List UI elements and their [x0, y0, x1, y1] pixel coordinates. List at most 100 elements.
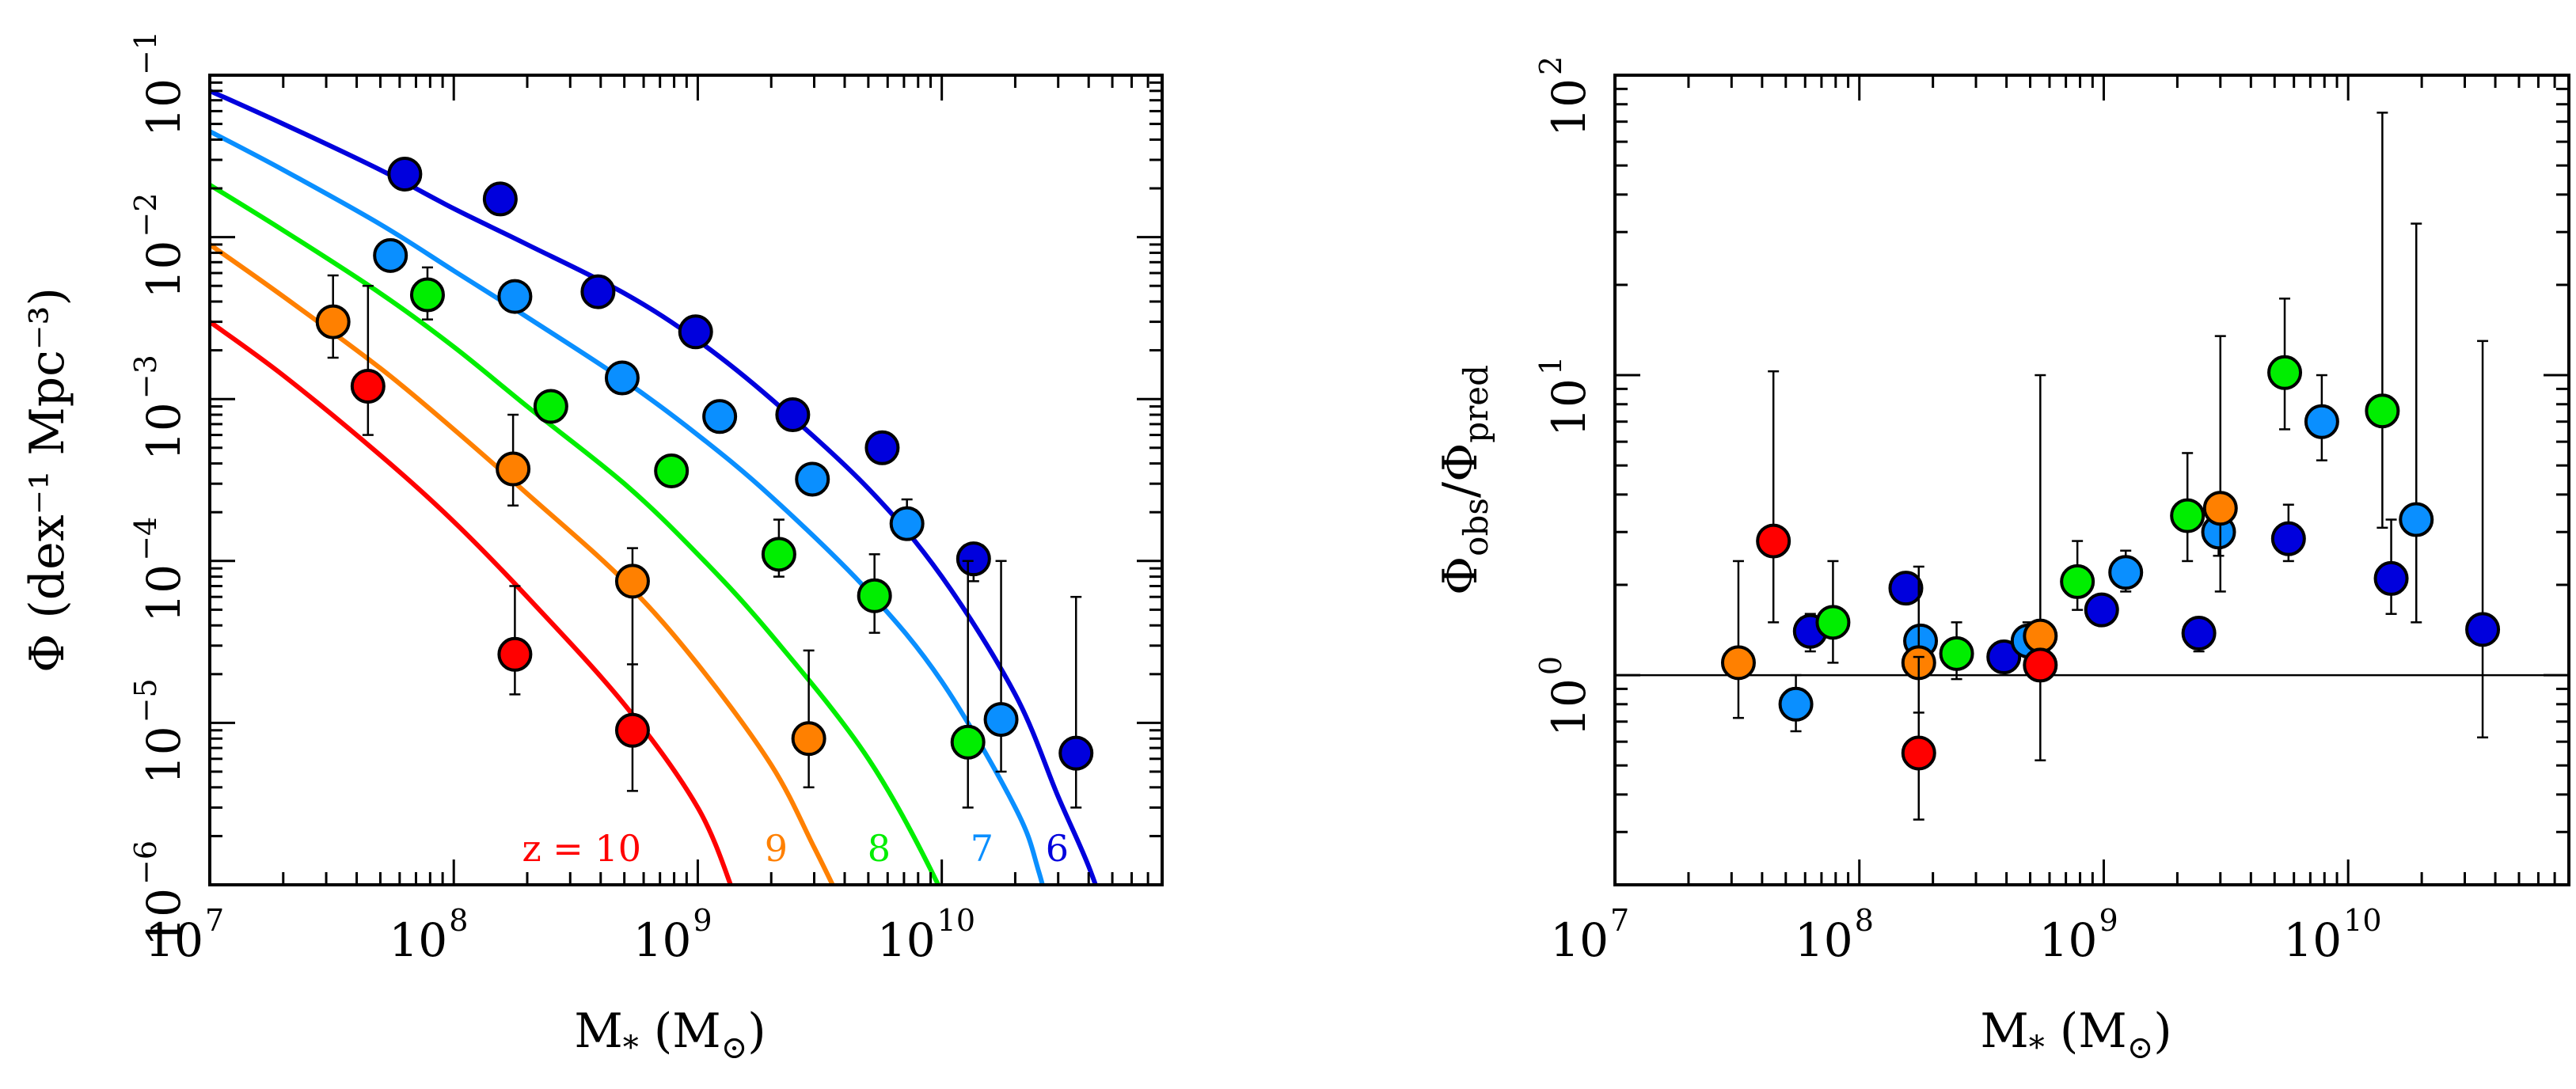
- right-point-z8: [2267, 355, 2303, 390]
- right-x-tick-exponent: 10: [2343, 903, 2381, 938]
- model-curve-z10: [210, 320, 734, 885]
- curve-label-z6: 6: [1046, 827, 1069, 870]
- left-point-z9: [791, 721, 826, 757]
- left-point-z7: [983, 702, 1019, 738]
- right-point-z8: [1939, 636, 1974, 671]
- right-x-axis-label: M* (M⊙): [1980, 1004, 2171, 1066]
- right-point-z6: [2084, 592, 2119, 628]
- right-point-z9: [2023, 618, 2058, 654]
- left-y-tick-label-group: 10−5: [128, 678, 191, 784]
- right-point-z8: [1815, 605, 1851, 640]
- right-y-axis-label: Φobs/Φpred: [1433, 365, 1495, 595]
- model-curve-z7: [210, 129, 1045, 885]
- left-point-z6: [678, 314, 713, 350]
- left-point-z8: [761, 537, 796, 572]
- left-point-z6: [387, 156, 423, 192]
- left-point-z8: [409, 277, 445, 313]
- right-y-tick-label-group: 101: [1533, 356, 1596, 437]
- left-y-tick-exponent: −1: [128, 31, 163, 75]
- left-point-z6: [864, 430, 900, 465]
- right-point-z8: [2170, 498, 2206, 533]
- left-x-tick-exponent: 8: [449, 903, 468, 938]
- right-point-z6: [2270, 521, 2306, 556]
- right-point-z10: [1901, 735, 1936, 771]
- right-y-tick-exponent: 2: [1533, 56, 1568, 75]
- left-point-z9: [496, 451, 531, 487]
- left-y-tick-label-group: 10−4: [128, 517, 191, 623]
- left-x-tick-label: 10: [633, 913, 692, 967]
- left-y-tick-label-group: 10−3: [128, 355, 191, 461]
- right-point-z7: [1778, 686, 1814, 722]
- right-point-z10: [1756, 523, 1791, 559]
- left-y-axis-label: Φ (dex⁻¹ Mpc⁻³): [20, 287, 75, 673]
- left-y-tick-label: 10: [137, 78, 191, 137]
- right-y-tick-label: 10: [1542, 378, 1596, 437]
- left-point-z6: [1058, 735, 1094, 771]
- model-curve-z8: [210, 183, 941, 885]
- right-point-z10: [2023, 647, 2058, 683]
- left-y-tick-label: 10: [137, 564, 191, 623]
- left-point-z8: [654, 453, 690, 488]
- right-y-tick-label-group: 102: [1533, 56, 1596, 137]
- right-point-z6: [1986, 639, 2022, 675]
- right-y-tick-label: 10: [1542, 678, 1596, 737]
- left-y-tick-label-group: 10−6: [128, 840, 191, 947]
- right-y-tick-label: 10: [1542, 78, 1596, 137]
- right-plot-frame: [1613, 74, 2570, 886]
- right-point-z6: [2465, 612, 2501, 647]
- left-point-z7: [889, 506, 925, 541]
- right-point-z6: [1888, 571, 1924, 606]
- right-point-z6: [2373, 560, 2409, 596]
- left-point-z8: [857, 578, 892, 613]
- left-y-tick-label: 10: [137, 888, 191, 947]
- left-y-tick-exponent: −2: [128, 193, 163, 237]
- right-point-z9: [2202, 491, 2238, 526]
- left-y-tick-exponent: −5: [128, 678, 163, 723]
- left-point-z10: [497, 636, 533, 672]
- left-point-z6: [775, 397, 811, 433]
- left-point-z9: [614, 563, 650, 599]
- curve-label-z9: 9: [765, 827, 788, 870]
- left-x-tick-exponent: 9: [693, 903, 712, 938]
- right-y-tick-label-group: 100: [1533, 656, 1596, 737]
- left-point-z8: [533, 389, 568, 424]
- left-point-z6: [482, 181, 518, 217]
- right-point-z8: [2365, 393, 2400, 429]
- right-x-tick-label: 10: [1795, 913, 1853, 967]
- right-x-tick-exponent: 9: [2099, 903, 2118, 938]
- right-point-z7: [2108, 555, 2144, 590]
- left-y-tick-exponent: −6: [128, 840, 163, 885]
- left-x-tick-exponent: 10: [937, 903, 975, 938]
- left-y-tick-exponent: −3: [128, 355, 163, 399]
- right-x-tick-label: 10: [1550, 913, 1609, 967]
- left-point-z10: [614, 712, 650, 748]
- left-point-z6: [580, 274, 616, 309]
- left-x-tick-label: 10: [877, 913, 936, 967]
- curve-label-z7: 7: [971, 827, 994, 870]
- curve-label-z10: z = 10: [522, 827, 641, 870]
- right-x-tick-label: 10: [2283, 913, 2342, 967]
- right-point-z9: [1720, 645, 1756, 681]
- left-point-z7: [373, 237, 408, 273]
- left-point-z7: [604, 360, 640, 396]
- left-y-tick-label: 10: [137, 402, 191, 461]
- left-point-z10: [350, 368, 386, 404]
- right-point-z6: [2181, 616, 2217, 651]
- left-point-z7: [702, 399, 738, 434]
- left-x-tick-label: 10: [389, 913, 447, 967]
- right-y-tick-exponent: 0: [1533, 656, 1568, 675]
- left-x-axis-label: M* (M⊙): [574, 1004, 766, 1066]
- left-y-tick-label: 10: [137, 726, 191, 784]
- left-point-z8: [950, 724, 986, 760]
- left-y-tick-label: 10: [137, 241, 191, 299]
- model-curve-z6: [210, 89, 1099, 885]
- right-x-tick-exponent: 8: [1855, 903, 1874, 938]
- left-x-tick-label: 10: [145, 913, 203, 967]
- left-point-z7: [497, 279, 533, 314]
- right-point-z7: [2399, 502, 2434, 537]
- right-x-tick-exponent: 7: [1610, 903, 1629, 938]
- left-point-z6: [956, 541, 991, 577]
